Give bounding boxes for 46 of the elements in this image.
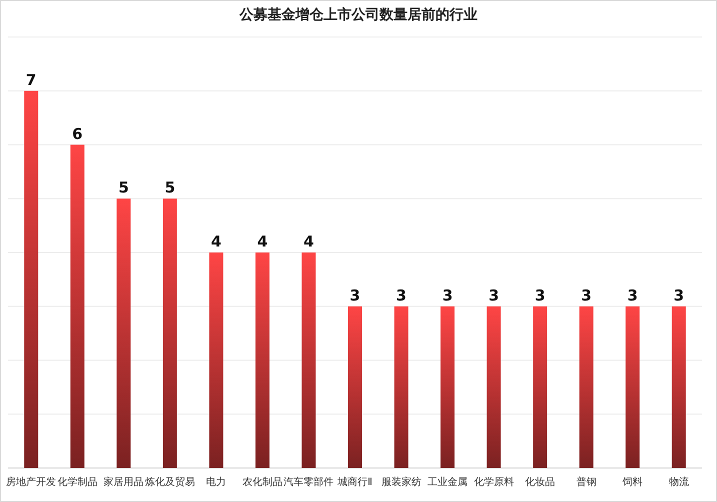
x-tick-label: 家居用品 bbox=[104, 476, 144, 488]
bar bbox=[533, 306, 548, 468]
x-tick-label: 化学原料 bbox=[474, 476, 514, 488]
x-tick-label: 饲料 bbox=[622, 476, 643, 488]
bar bbox=[70, 144, 84, 468]
chart-title: 公募基金增仓上市公司数量居前的行业 bbox=[238, 6, 478, 23]
data-label: 4 bbox=[210, 232, 222, 250]
data-label: 5 bbox=[164, 178, 176, 197]
x-tick-label: 工业金属 bbox=[428, 476, 468, 488]
x-tick-label: 汽车零部件 bbox=[284, 476, 334, 488]
data-label: 3 bbox=[534, 286, 546, 304]
data-label: 3 bbox=[350, 286, 360, 304]
x-tick-label: 服装家纺 bbox=[381, 476, 422, 488]
bar bbox=[394, 306, 408, 468]
x-tick-label: 农化制品 bbox=[242, 476, 282, 488]
x-tick-label: 电力 bbox=[206, 476, 226, 488]
data-label: 5 bbox=[118, 178, 129, 197]
bar bbox=[440, 306, 455, 468]
bar bbox=[255, 252, 270, 468]
bar bbox=[486, 306, 501, 468]
bar bbox=[579, 306, 594, 468]
bar bbox=[24, 90, 38, 468]
bar bbox=[626, 306, 640, 468]
bar bbox=[348, 306, 362, 468]
data-label: 3 bbox=[442, 286, 453, 304]
x-tick-label: 物流 bbox=[668, 476, 689, 488]
data-label: 6 bbox=[72, 124, 83, 143]
bar bbox=[162, 198, 177, 468]
data-label: 3 bbox=[488, 286, 500, 304]
x-tick-label: 化学制品 bbox=[57, 476, 98, 488]
bar bbox=[302, 252, 316, 468]
data-label: 7 bbox=[26, 70, 36, 89]
x-tick-label: 房地产开发 bbox=[6, 476, 56, 488]
data-label: 4 bbox=[304, 232, 314, 250]
data-label: 3 bbox=[396, 286, 406, 304]
data-label: 3 bbox=[581, 286, 592, 304]
x-tick-label: 普钢 bbox=[576, 476, 596, 488]
bar bbox=[116, 198, 131, 468]
x-tick-label: 化妆品 bbox=[525, 476, 556, 488]
bar bbox=[209, 252, 224, 468]
data-label: 4 bbox=[257, 232, 268, 250]
bar bbox=[672, 306, 686, 468]
data-label: 3 bbox=[627, 286, 638, 304]
data-label: 3 bbox=[674, 286, 684, 304]
x-tick-label: 城商行Ⅱ bbox=[336, 476, 372, 488]
x-tick-label: 炼化及贸易 bbox=[144, 476, 195, 488]
